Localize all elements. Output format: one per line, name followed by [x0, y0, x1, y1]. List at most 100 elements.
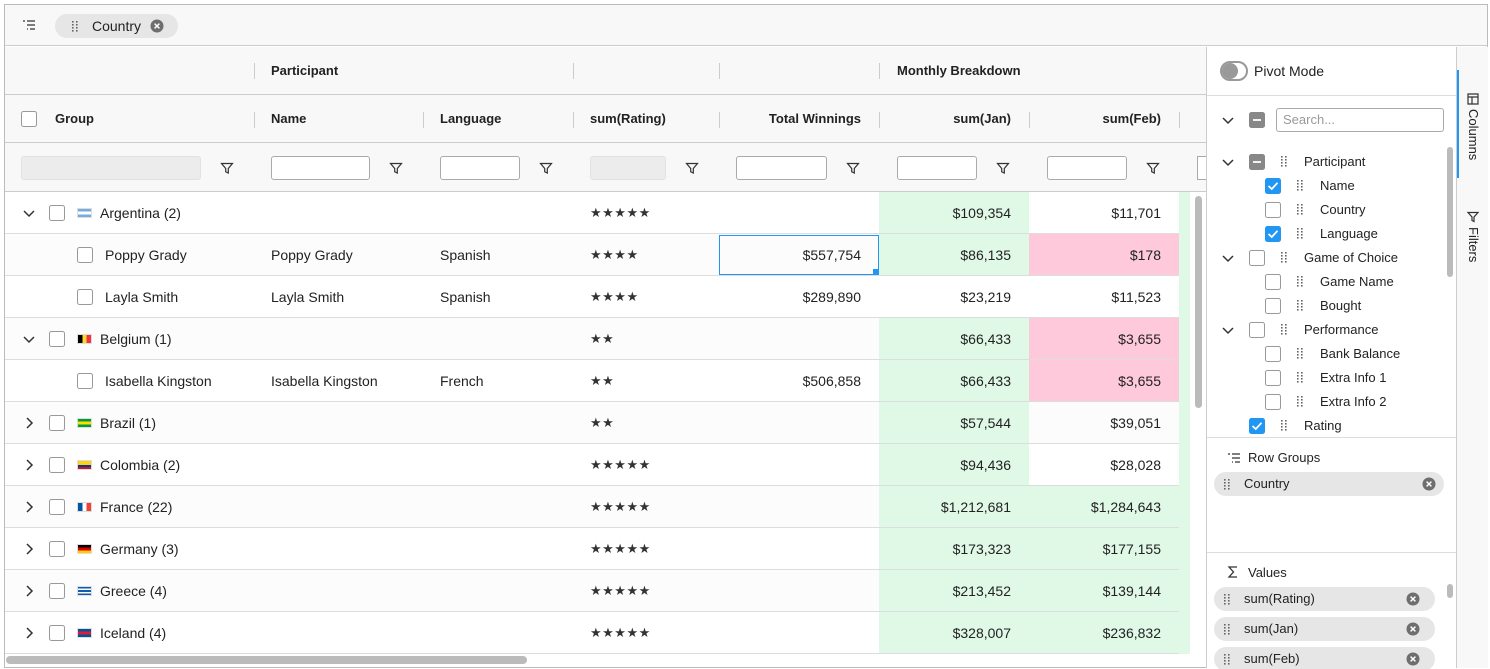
row-group-chip[interactable]: Country [55, 14, 178, 38]
column-checkbox-part [1265, 226, 1281, 242]
row-checkbox[interactable] [49, 541, 65, 557]
filter-input[interactable] [1047, 156, 1127, 180]
column-checkbox[interactable] [1265, 274, 1281, 290]
row-checkbox[interactable] [49, 499, 65, 515]
column-grip-part [1281, 429, 1283, 431]
filter-input[interactable] [440, 156, 520, 180]
filter-button[interactable] [539, 161, 553, 175]
column-checkbox[interactable] [1265, 394, 1281, 410]
active-tab-indicator [1457, 70, 1459, 178]
row-checkbox[interactable] [49, 205, 65, 221]
tab-icon[interactable] [1467, 93, 1479, 105]
group-chevron[interactable] [1221, 155, 1235, 169]
row-checkbox[interactable] [77, 247, 93, 263]
value-chip[interactable]: sum(Feb) [1214, 647, 1435, 669]
column-checkbox[interactable] [1249, 154, 1265, 170]
column-checkbox[interactable] [1265, 298, 1281, 314]
chip-grip-part [1228, 654, 1230, 656]
chip-remove[interactable] [1406, 652, 1420, 666]
grid-row: Colombia (2) ★★★★★ $94,436 $28,028 [5, 444, 1179, 486]
rating-cell: ★★★★★ [590, 457, 651, 472]
column-checkbox[interactable] [1265, 178, 1281, 194]
chip-label: sum(Jan) [1244, 621, 1299, 636]
row-checkbox[interactable] [49, 457, 65, 473]
column-label: Extra Info 2 [1320, 394, 1387, 409]
side-tab-label[interactable]: Filters [1466, 227, 1481, 263]
group-chevron[interactable] [1221, 251, 1235, 265]
column-checkbox[interactable] [1265, 370, 1281, 386]
chip-grip-part [1228, 485, 1230, 487]
expand-chevron[interactable] [22, 584, 36, 598]
expand-chevron[interactable] [22, 500, 36, 514]
row-checkbox[interactable] [49, 415, 65, 431]
chip-label: sum(Rating) [1244, 591, 1315, 606]
chip-grip-part [72, 27, 74, 29]
group-chevron[interactable] [1221, 323, 1235, 337]
expand-chevron-part [26, 585, 34, 597]
row-checkbox[interactable] [49, 625, 65, 641]
filter-input[interactable] [736, 156, 827, 180]
column-grip-part [1297, 276, 1299, 278]
collapse-chevron[interactable] [22, 206, 36, 220]
expand-chevron[interactable] [22, 542, 36, 556]
value-chip[interactable]: sum(Rating) [1214, 587, 1435, 611]
column-grip-part [1285, 162, 1287, 164]
collapse-chevron[interactable] [22, 332, 36, 346]
row-group-chip[interactable]: Country [1214, 472, 1444, 496]
column-label: Language [1320, 226, 1378, 241]
row-checkbox[interactable] [77, 373, 93, 389]
column-checkbox[interactable] [1265, 346, 1281, 362]
row-checkbox-part [77, 247, 93, 263]
select-all-columns[interactable] [1249, 112, 1265, 128]
column-checkbox[interactable] [1265, 226, 1281, 242]
row-checkbox[interactable] [49, 583, 65, 599]
total-winnings-cell: $506,858 [802, 373, 861, 389]
chip-remove[interactable] [1422, 477, 1436, 491]
row-checkbox[interactable] [77, 289, 93, 305]
filter-input[interactable] [271, 156, 370, 180]
column-grip-part [1301, 300, 1303, 302]
divider [1207, 95, 1457, 96]
column-grip-part [1297, 303, 1299, 305]
chip-remove[interactable] [150, 19, 164, 33]
feb-cell: $177,155 [1102, 541, 1161, 557]
column-checkbox[interactable] [1249, 250, 1265, 266]
chip-remove-part [154, 23, 160, 29]
column-checkbox[interactable] [1249, 322, 1265, 338]
expand-chevron[interactable] [22, 458, 36, 472]
search-placeholder: Search... [1283, 112, 1336, 127]
filter-button[interactable] [846, 161, 860, 175]
column-grip [1297, 180, 1303, 191]
expand-chevron-part [26, 459, 34, 471]
select-all-checkbox[interactable] [21, 111, 37, 127]
column-grip-part [1297, 228, 1303, 239]
header-group-label: Monthly Breakdown [897, 63, 1021, 78]
chip-remove[interactable] [1406, 592, 1420, 606]
collapse-chevron-part [23, 210, 35, 218]
filter-input[interactable] [897, 156, 977, 180]
expand-chevron[interactable] [22, 416, 36, 430]
chip-remove[interactable] [1406, 622, 1420, 636]
filter-button[interactable] [1146, 161, 1160, 175]
filter-button[interactable] [996, 161, 1010, 175]
value-chip[interactable]: sum(Jan) [1214, 617, 1435, 641]
side-tab-label[interactable]: Columns [1466, 109, 1481, 161]
column-grip-part [1285, 420, 1287, 422]
feb-highlight [1029, 486, 1179, 527]
column-search[interactable]: Search... [1276, 108, 1444, 132]
row-checkbox[interactable] [49, 331, 65, 347]
name-cell: Poppy Grady [271, 247, 353, 263]
collapse-all[interactable] [1221, 113, 1235, 127]
divider [1207, 552, 1457, 553]
group-label: Layla Smith [105, 289, 179, 305]
filter-button[interactable] [389, 161, 403, 175]
column-checkbox[interactable] [1265, 202, 1281, 218]
column-grip-part [1301, 399, 1303, 401]
filter-button[interactable] [220, 161, 234, 175]
filter-button[interactable] [685, 161, 699, 175]
column-grip-part [1297, 306, 1299, 308]
chip-label: sum(Feb) [1244, 651, 1300, 666]
tab-icon[interactable] [1466, 211, 1480, 223]
expand-chevron[interactable] [22, 626, 36, 640]
column-checkbox[interactable] [1249, 418, 1265, 434]
